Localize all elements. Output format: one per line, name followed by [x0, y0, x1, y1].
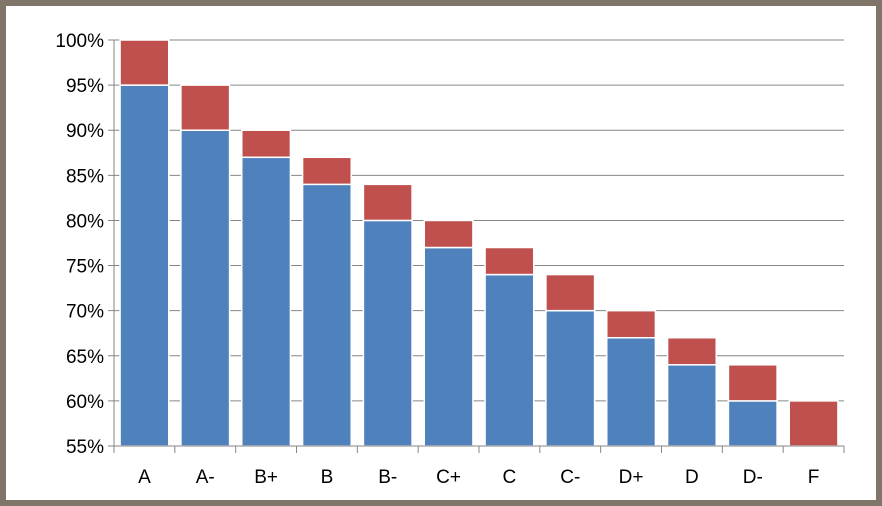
bar-segment-series-2: [484, 246, 535, 276]
bar-segment-series-2: [788, 400, 839, 447]
bar-segment-series-1: [180, 129, 231, 447]
bar-segment-series-2: [301, 156, 353, 186]
bar-segment-series-1: [666, 364, 717, 447]
x-tick-label: B-: [378, 467, 397, 488]
bar-segment-series-2: [180, 84, 231, 131]
bar-segment-series-1: [606, 336, 657, 447]
y-tick-label: 70%: [66, 302, 104, 323]
y-tick-label: 65%: [66, 347, 104, 368]
bar-segment-series-2: [423, 219, 474, 249]
bar-segment-series-2: [727, 364, 778, 402]
x-tick-label: C+: [436, 467, 461, 488]
bar-segment-series-2: [606, 309, 657, 339]
x-tick-label: A: [138, 467, 151, 488]
gridlines: [108, 39, 844, 447]
bar-segment-series-1: [727, 400, 778, 447]
y-tick-label: 95%: [66, 76, 104, 97]
y-tick-label: 60%: [66, 392, 104, 413]
axes: [113, 40, 845, 453]
x-tick-label: D+: [619, 467, 644, 488]
bar-segment-series-1: [545, 309, 596, 447]
bar-segment-series-2: [119, 39, 170, 86]
y-tick-label: 90%: [66, 121, 104, 142]
x-tick-label: A-: [196, 467, 215, 488]
y-tick-labels: 55% 60% 65% 70% 75% 80% 85% 90% 95% 100%: [55, 31, 104, 458]
x-tick-label: C-: [560, 467, 580, 488]
y-tick-label: 85%: [66, 166, 104, 187]
x-tick-label: F: [808, 467, 820, 488]
bar-segment-series-1: [484, 273, 535, 447]
x-tick-label: D-: [743, 467, 763, 488]
bars: [119, 39, 839, 447]
x-tick-label: B+: [254, 467, 278, 488]
x-tick-label: C: [503, 467, 517, 488]
x-tick-label: B: [321, 467, 334, 488]
bar-segment-series-1: [423, 246, 474, 447]
bar-segment-series-2: [666, 336, 717, 366]
bar-segment-series-1: [119, 84, 170, 447]
y-tick-label: 75%: [66, 257, 104, 278]
bar-segment-series-1: [301, 183, 353, 447]
bar-segment-series-2: [241, 129, 292, 159]
bar-segment-series-1: [362, 219, 413, 447]
bar-segment-series-2: [362, 183, 413, 222]
stacked-bar-chart: 55% 60% 65% 70% 75% 80% 85% 90% 95% 100% A A- B+ B B-…: [55, 31, 845, 488]
bar-segment-series-2: [545, 273, 596, 312]
bar-segment-series-1: [241, 156, 292, 447]
y-tick-label: 55%: [66, 437, 104, 458]
x-tick-label: D: [685, 467, 699, 488]
x-tick-labels: A A- B+ B B- C+ C C- D+ D D- F: [138, 467, 819, 488]
y-tick-label: 80%: [66, 211, 104, 232]
y-tick-label: 100%: [55, 31, 104, 52]
